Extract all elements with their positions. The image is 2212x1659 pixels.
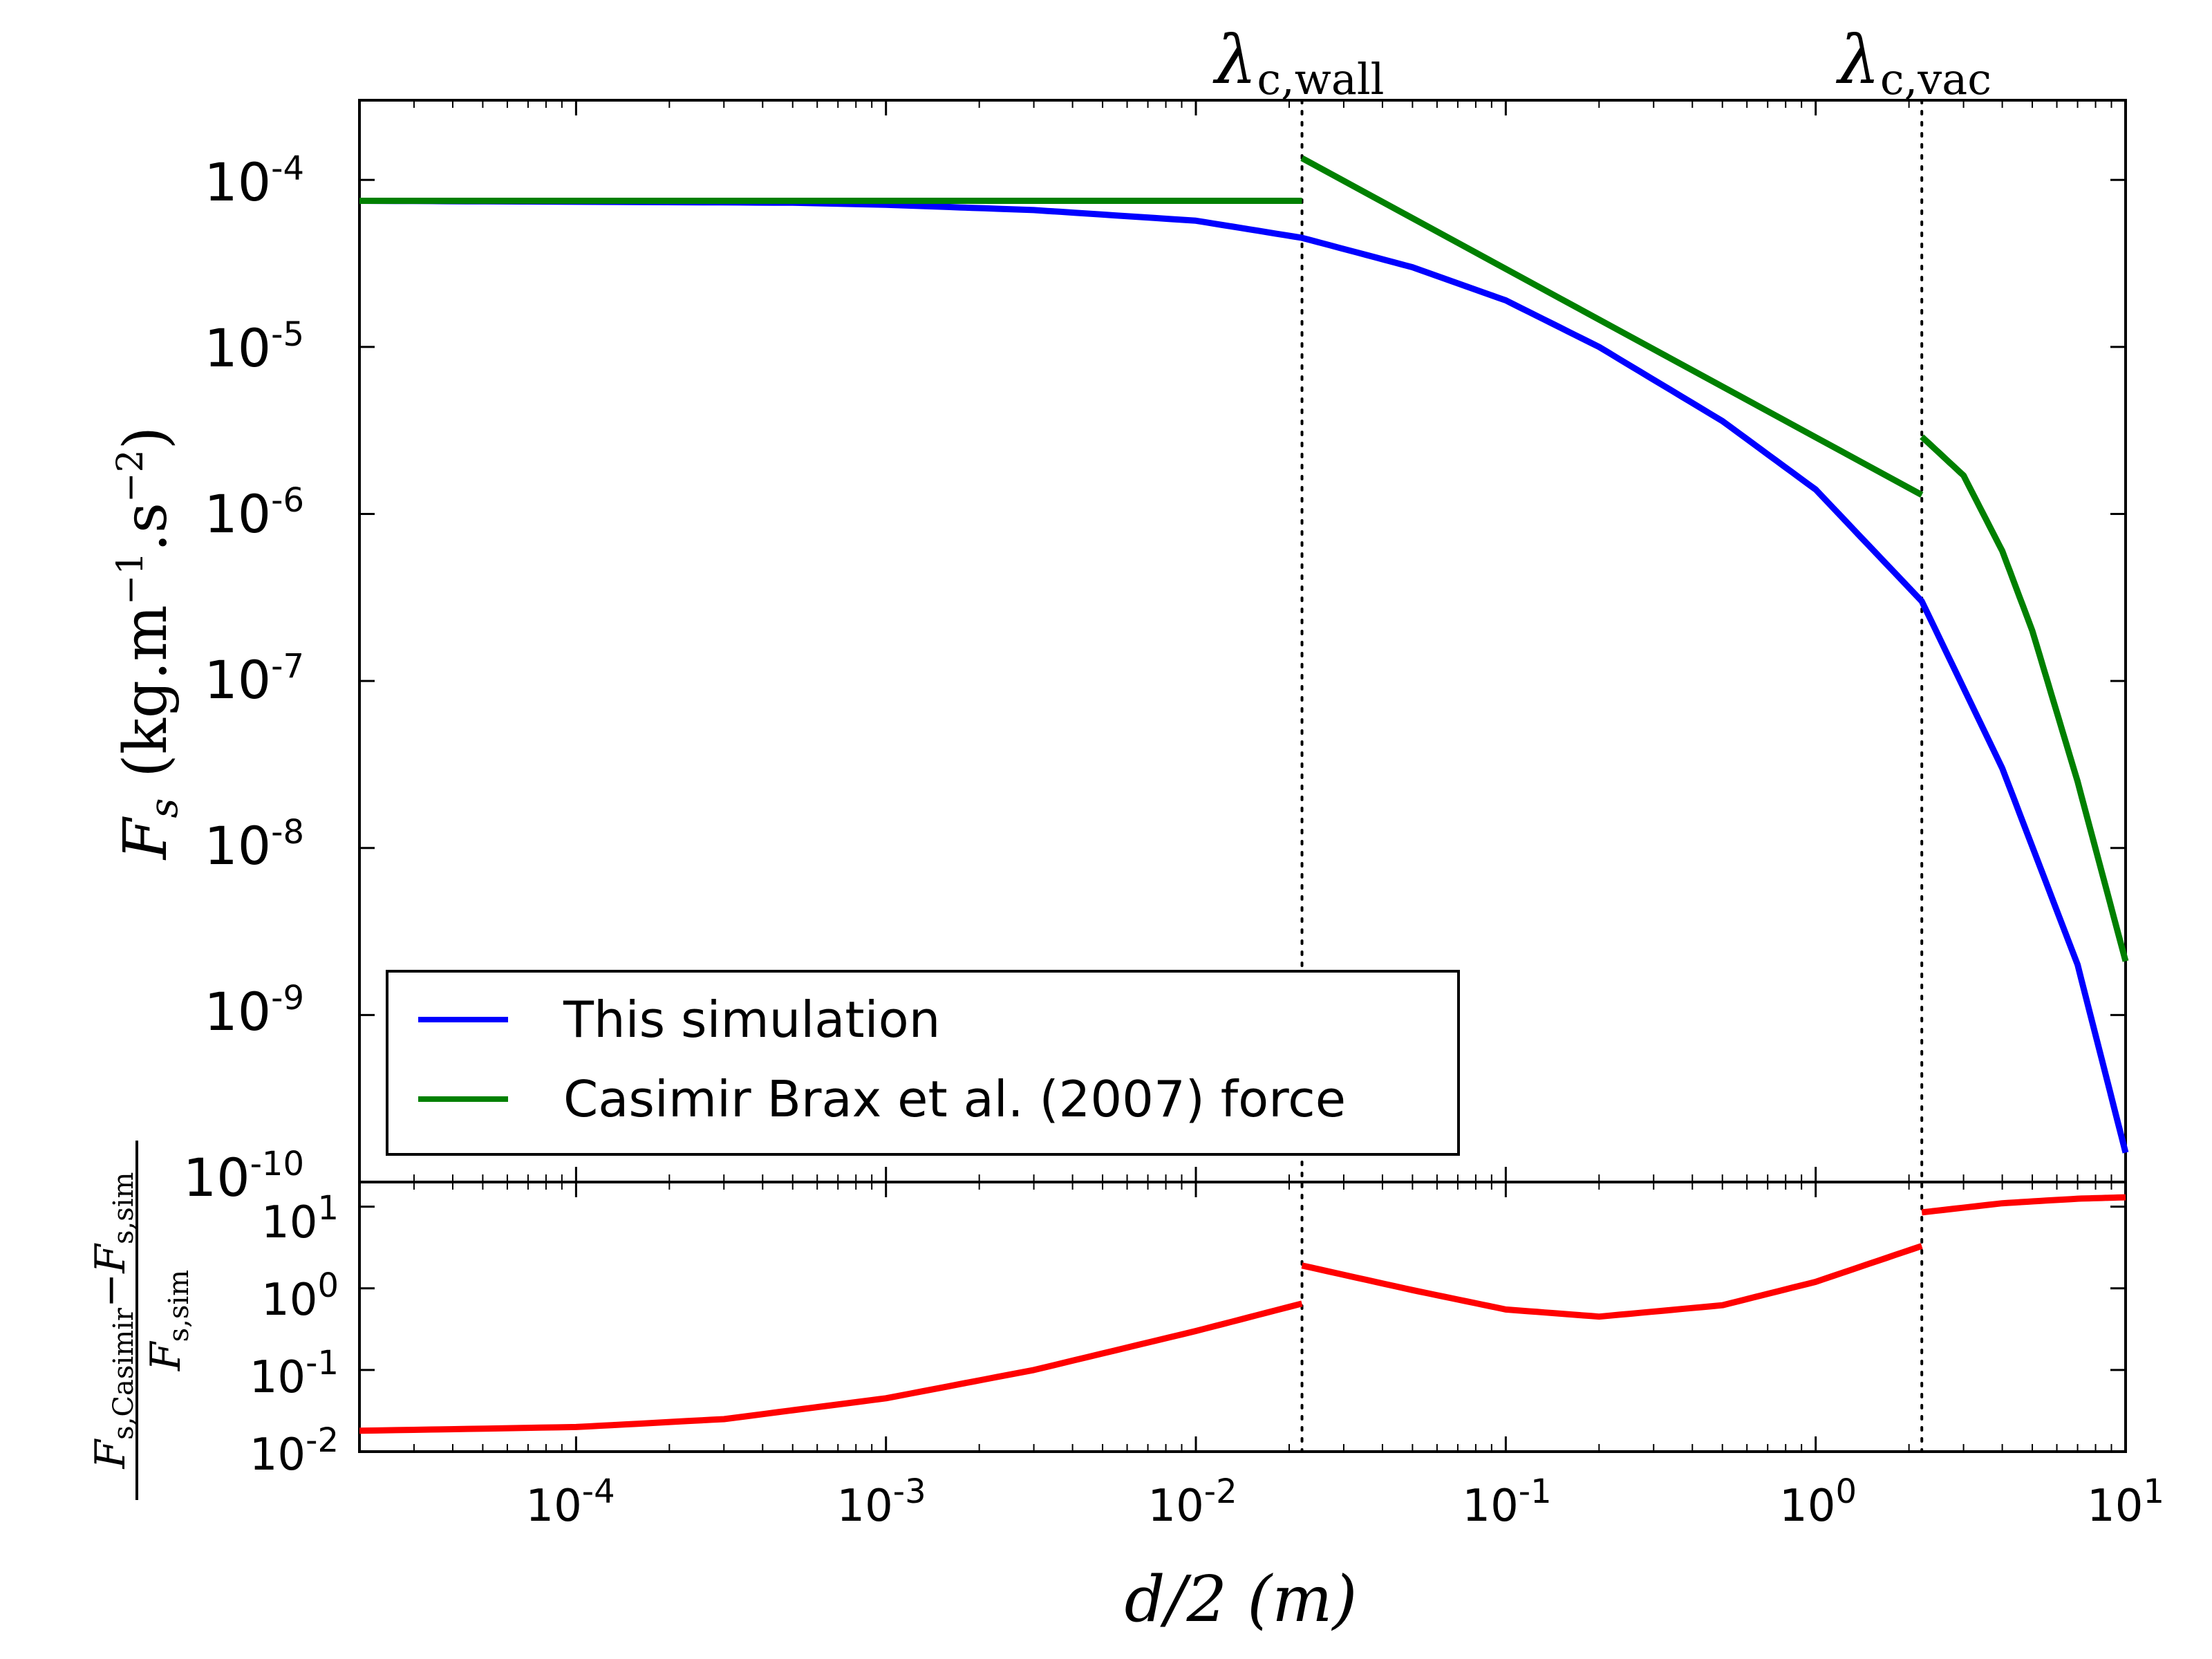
y-tick-label: 10-2 [250, 1421, 339, 1481]
y-tick-label: 10-10 [183, 1145, 304, 1208]
top-y-axis-label: Fs(kg.m−1.s−2) [110, 427, 187, 861]
y-tick-label: 10-8 [204, 813, 304, 877]
bottom-y-label-numerator: Fs,Casimir−Fs,sim [86, 1172, 140, 1470]
series-line [1301, 1243, 1923, 1320]
series-line [359, 1300, 1303, 1434]
legend-label-simulation: This simulation [563, 991, 940, 1049]
vertical-lines [1300, 99, 1924, 1453]
y-tick-label: 10-1 [250, 1344, 339, 1403]
series-line [1920, 434, 2129, 962]
x-tick-label: 10-3 [836, 1472, 926, 1532]
x-tick-label: 10-4 [525, 1472, 615, 1532]
legend-box [386, 970, 1460, 1156]
series-line [1921, 1194, 2126, 1216]
bottom-y-label-denominator: Fs,sim [142, 1270, 195, 1371]
top-y-tick-labels: 10-4 10-5 10-6 10-7 10-8 10-9 10-10 [183, 149, 304, 1208]
bottom-series [359, 1194, 2126, 1434]
x-tick-label: 10-1 [1462, 1472, 1551, 1532]
y-tick-label: 10-9 [204, 979, 304, 1042]
top-ticks [359, 100, 2127, 1183]
y-tick-label: 100 [261, 1266, 339, 1326]
y-tick-label: 10-7 [204, 647, 304, 711]
x-tick-label: 100 [1779, 1472, 1857, 1532]
x-axis-label: d/2 (m) [1125, 1562, 1358, 1636]
series-line [1300, 155, 1924, 498]
vline-label-vac: λc,vac [1835, 21, 1991, 104]
legend: This simulation Casimir Brax et al. (200… [386, 970, 1460, 1156]
x-tick-label: 101 [2087, 1472, 2164, 1532]
bottom-y-axis-label: Fs,Casimir−Fs,sim Fs,sim [86, 1141, 195, 1500]
legend-label-casimir: Casimir Brax et al. (2007) force [563, 1070, 1346, 1128]
x-tick-label: 10-2 [1147, 1472, 1237, 1532]
bottom-ticks [359, 1182, 2127, 1453]
y-tick-label: 10-6 [204, 481, 304, 545]
top-series [359, 155, 2129, 1154]
bottom-axes-frame [358, 1181, 2127, 1453]
y-tick-label: 101 [261, 1189, 339, 1248]
x-tick-labels: 10-4 10-3 10-2 10-1 100 101 [525, 1472, 2164, 1532]
y-tick-label: 10-4 [204, 149, 304, 213]
vline-label-wall: λc,wall [1212, 21, 1385, 104]
y-tick-label: 10-5 [204, 315, 304, 379]
bottom-y-tick-labels: 101 100 10-1 10-2 [250, 1189, 339, 1481]
